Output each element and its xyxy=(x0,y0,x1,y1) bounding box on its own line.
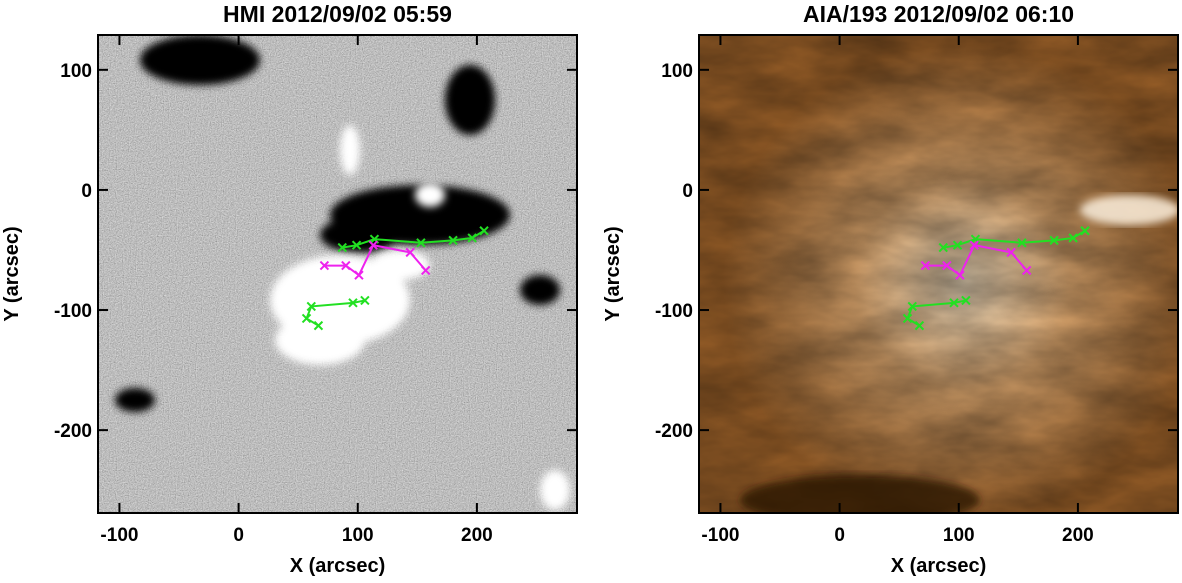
x-tick-label: 100 xyxy=(342,525,374,546)
y-axis-label: Y (arcsec) xyxy=(602,226,624,321)
plot-frame xyxy=(698,34,1179,514)
x-tick-label: 0 xyxy=(233,525,244,546)
marker xyxy=(955,270,965,280)
y-tick-label: 100 xyxy=(661,61,693,82)
overlay xyxy=(301,226,489,331)
x-tick-label: -100 xyxy=(701,525,739,546)
x-axis-label: X (arcsec) xyxy=(891,555,987,577)
x-axis-label: X (arcsec) xyxy=(290,555,386,577)
marker xyxy=(1068,233,1078,243)
marker xyxy=(907,301,917,312)
y-tick-label: 0 xyxy=(682,181,693,202)
marker xyxy=(969,240,979,250)
marker xyxy=(914,320,925,331)
marker xyxy=(902,313,913,324)
marker xyxy=(341,260,351,271)
marker xyxy=(1080,226,1090,236)
y-tick-label: 0 xyxy=(81,181,92,202)
y-tick-label: -200 xyxy=(655,421,693,442)
chart-title: AIA/193 2012/09/02 06:10 xyxy=(803,1,1074,27)
y-tick-label: -100 xyxy=(54,301,92,322)
marker xyxy=(1006,247,1016,258)
marker xyxy=(448,235,458,246)
marker xyxy=(942,260,952,271)
marker xyxy=(405,247,415,258)
marker xyxy=(368,240,378,250)
marker xyxy=(920,260,931,271)
marker xyxy=(1017,238,1027,248)
marker xyxy=(420,265,431,276)
y-tick-label: -100 xyxy=(655,301,693,322)
magnetogram-image xyxy=(98,35,577,513)
marker xyxy=(313,320,324,331)
marker xyxy=(938,242,948,253)
y-tick-label: 100 xyxy=(60,61,92,82)
marker xyxy=(952,240,963,250)
marker xyxy=(961,295,971,306)
marker xyxy=(351,240,362,250)
marker xyxy=(479,226,489,236)
x-tick-label: 200 xyxy=(1062,525,1094,546)
marker xyxy=(319,260,330,271)
marker xyxy=(360,295,370,306)
marker xyxy=(306,301,316,312)
marker xyxy=(1049,235,1059,246)
marker xyxy=(416,238,426,248)
marker xyxy=(348,298,358,308)
chart-title: HMI 2012/09/02 05:59 xyxy=(223,1,452,27)
marker xyxy=(467,233,477,243)
x-tick-label: -100 xyxy=(100,525,138,546)
marker xyxy=(337,242,347,253)
marker xyxy=(301,313,312,324)
euv-image xyxy=(699,35,1178,513)
y-tick-label: -200 xyxy=(54,421,92,442)
x-tick-label: 0 xyxy=(834,525,845,546)
marker xyxy=(949,298,959,308)
y-axis-label: Y (arcsec) xyxy=(1,226,23,321)
marker xyxy=(1021,265,1032,276)
x-tick-label: 200 xyxy=(461,525,493,546)
x-tick-label: 100 xyxy=(943,525,975,546)
plot-frame xyxy=(97,34,578,514)
marker xyxy=(354,270,364,280)
overlay xyxy=(902,226,1090,331)
